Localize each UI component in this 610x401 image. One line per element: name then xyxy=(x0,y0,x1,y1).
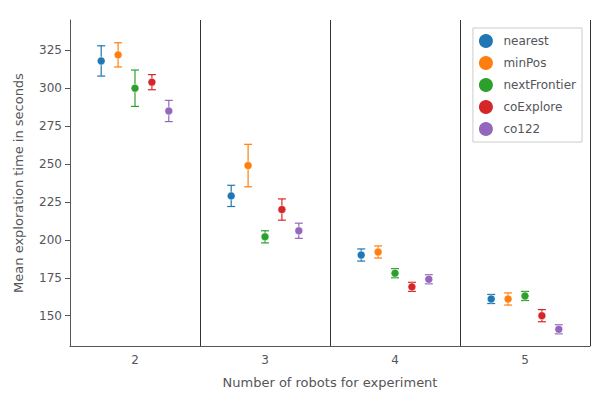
svg-text:175: 175 xyxy=(39,271,62,285)
svg-text:nearest: nearest xyxy=(503,34,549,48)
svg-text:nextFrontier: nextFrontier xyxy=(503,78,576,92)
svg-text:300: 300 xyxy=(39,81,62,95)
svg-text:4: 4 xyxy=(391,353,399,367)
svg-text:275: 275 xyxy=(39,119,62,133)
svg-text:325: 325 xyxy=(39,43,62,57)
svg-text:3: 3 xyxy=(261,353,269,367)
svg-text:co122: co122 xyxy=(503,122,540,136)
svg-text:minPos: minPos xyxy=(503,56,546,70)
svg-text:200: 200 xyxy=(39,233,62,247)
svg-text:250: 250 xyxy=(39,157,62,171)
svg-text:Mean exploration time in secon: Mean exploration time in seconds xyxy=(11,73,26,293)
svg-text:150: 150 xyxy=(39,309,62,323)
svg-text:5: 5 xyxy=(521,353,529,367)
svg-text:coExplore: coExplore xyxy=(503,100,562,114)
svg-text:Number of robots for experimen: Number of robots for experiment xyxy=(223,375,438,390)
svg-text:2: 2 xyxy=(131,353,139,367)
svg-text:225: 225 xyxy=(39,195,62,209)
